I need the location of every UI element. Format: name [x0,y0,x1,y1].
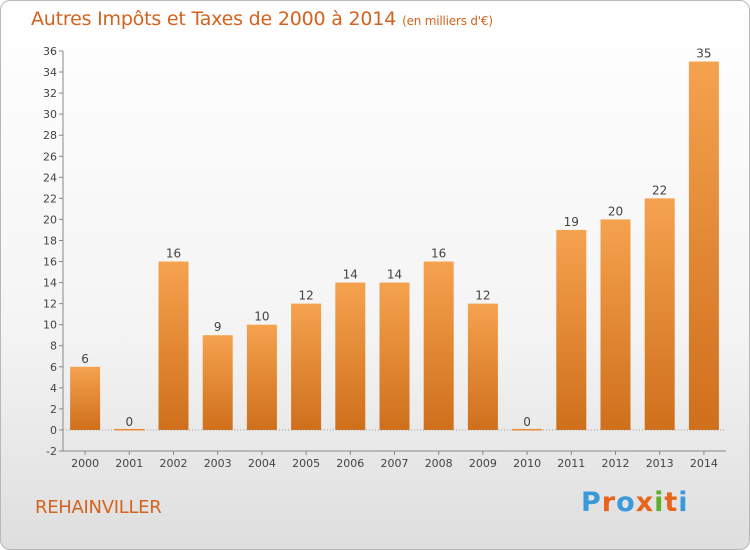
x-tick-label: 2002 [160,457,188,470]
y-tick-label: 12 [43,298,57,311]
y-tick-label: 14 [43,277,57,290]
bar [158,261,189,430]
data-label: 9 [214,320,222,334]
bars: 6 0 16 9 10 12 14 14 16 12 0 19 20 22 35 [70,47,719,431]
y-tick-label: 0 [50,424,57,437]
y-tick-label: 10 [43,319,57,332]
data-label: 0 [125,415,133,429]
y-tick-label: 16 [43,256,57,269]
bar [556,229,587,430]
x-tick-label: 2006 [336,457,364,470]
y-tick-label: 6 [50,361,57,374]
data-label: 10 [254,310,269,324]
y-tick-label: 24 [43,171,57,184]
y-tick-label: 18 [43,234,57,247]
bar [70,366,101,430]
x-tick-label: 2010 [513,457,541,470]
y-tick-label: 2 [50,403,57,416]
x-tick-label: 2000 [71,457,99,470]
commune-name: REHAINVILLER [35,497,162,518]
data-label: 19 [564,215,579,229]
x-tick-label: 2005 [292,457,320,470]
bar [379,282,410,430]
logo-letter: r [601,487,617,518]
logo-letter: o [616,487,636,518]
y-tick-label: 20 [43,213,57,226]
x-tick-label: 2009 [469,457,497,470]
bar [688,61,719,430]
y-tick-label: 36 [43,45,57,58]
bar [600,219,631,430]
data-label: 16 [166,247,181,261]
y-tick-label: 22 [43,192,57,205]
bar [246,324,277,430]
data-label: 20 [608,204,623,218]
proxiti-logo: Proxiti [581,487,689,518]
y-tick-label: 4 [50,382,57,395]
bar [335,282,366,430]
y-tick-label: 32 [43,87,57,100]
x-tick-label: 2008 [425,457,453,470]
bar [423,261,454,430]
data-label: 6 [81,352,89,366]
logo-letter: i [678,487,689,518]
y-tick-label: 28 [43,129,57,142]
data-label: 12 [475,289,490,303]
x-tick-label: 2004 [248,457,276,470]
logo-letter: t [664,487,679,518]
bar [202,335,233,430]
x-tick-label: 2001 [115,457,143,470]
x-tick-label: 2012 [602,457,630,470]
x-tick-label: 2014 [690,457,718,470]
x-tick-label: 2003 [204,457,232,470]
chart-title: Autres Impôts et Taxes de 2000 à 2014 (en… [31,8,493,30]
data-label: 16 [431,247,446,261]
logo-letter: x [635,487,655,518]
bar [114,428,145,431]
x-tick-label: 2011 [557,457,585,470]
logo-letter: i [654,487,665,518]
bar [644,198,675,430]
title-text: Autres Impôts et Taxes de 2000 à 2014 [31,8,397,30]
x-tick-label: 2007 [381,457,409,470]
data-label: 12 [298,289,313,303]
bar [467,303,498,430]
y-tick-label: 8 [50,340,57,353]
title-unit: (en milliers d'€) [402,14,493,28]
x-tick-label: 2013 [646,457,674,470]
data-label: 22 [652,183,667,197]
data-label: 35 [696,47,711,61]
bar [512,428,543,431]
y-tick-label: -2 [46,445,57,458]
logo-letter: P [581,487,602,518]
y-tick-label: 26 [43,150,57,163]
data-label: 14 [387,268,402,282]
y-tick-label: 30 [43,108,57,121]
y-tick-label: 34 [43,66,57,79]
data-label: 14 [343,268,358,282]
bar [291,303,322,430]
data-label: 0 [523,415,531,429]
